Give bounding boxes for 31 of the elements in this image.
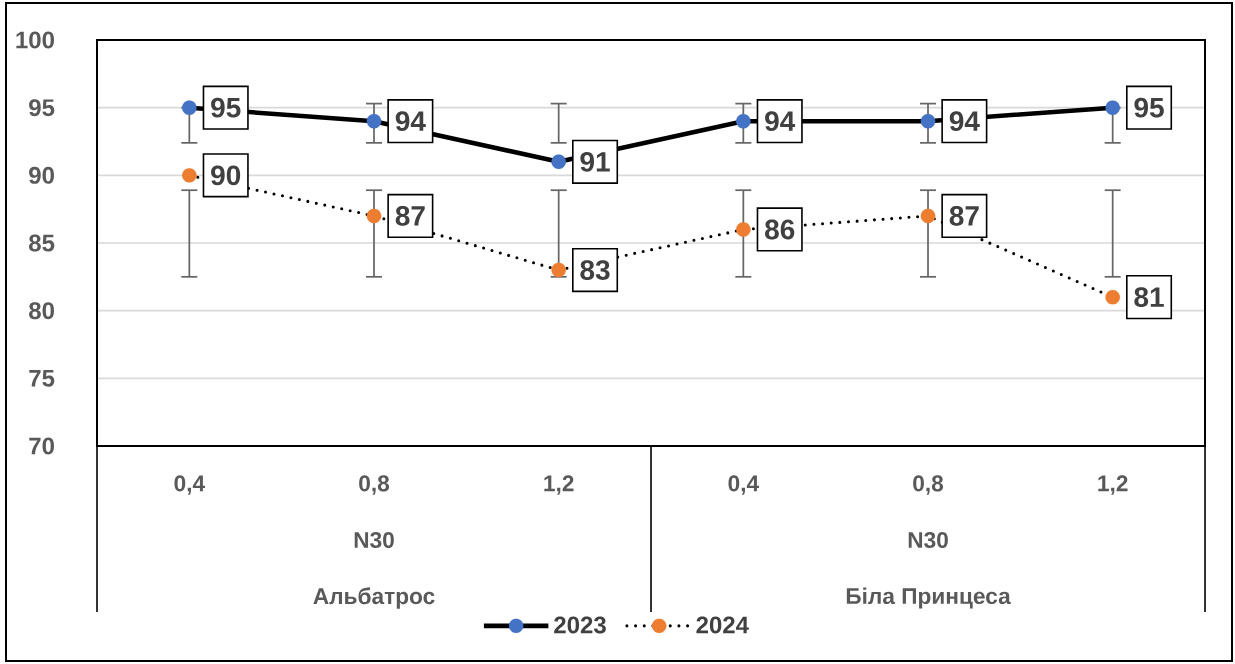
data-label: 94: [395, 111, 426, 132]
legend-label: 2023: [554, 616, 606, 634]
y-tick-label: 80: [29, 302, 54, 320]
data-label: 81: [1134, 287, 1164, 308]
x-tick-label: 0,4: [728, 475, 759, 495]
x-tick-label: 0,8: [359, 475, 390, 495]
x-tick-label: 0,8: [913, 475, 944, 495]
y-tick-label: 70: [29, 437, 54, 455]
data-label: 91: [580, 151, 610, 172]
text: Біла Принцеса: [846, 587, 1011, 609]
data-label: 86: [765, 219, 795, 240]
data-label: 83: [580, 260, 610, 280]
y-tick-label: 85: [29, 234, 55, 252]
data-label: 87: [395, 206, 425, 226]
data-label: 94: [949, 111, 980, 132]
text: N30: [354, 531, 394, 549]
text: Альбатрос: [313, 587, 435, 609]
x-tick-label: 0,4: [174, 475, 205, 495]
data-label: 90: [211, 165, 241, 186]
y-tick-label: 95: [29, 99, 55, 117]
y-tick-label: 75: [29, 369, 55, 387]
y-tick-label: 100: [16, 31, 54, 49]
text: N30: [908, 531, 948, 549]
data-label: 95: [1134, 97, 1164, 118]
x-tick-label: 1,2: [1098, 475, 1128, 495]
data-label: 94: [765, 111, 796, 132]
legend-label: 2024: [696, 616, 749, 634]
data-label: 87: [949, 206, 979, 226]
data-label: 95: [211, 97, 241, 118]
x-tick-label: 1,2: [544, 475, 574, 495]
y-tick-label: 90: [29, 166, 54, 184]
